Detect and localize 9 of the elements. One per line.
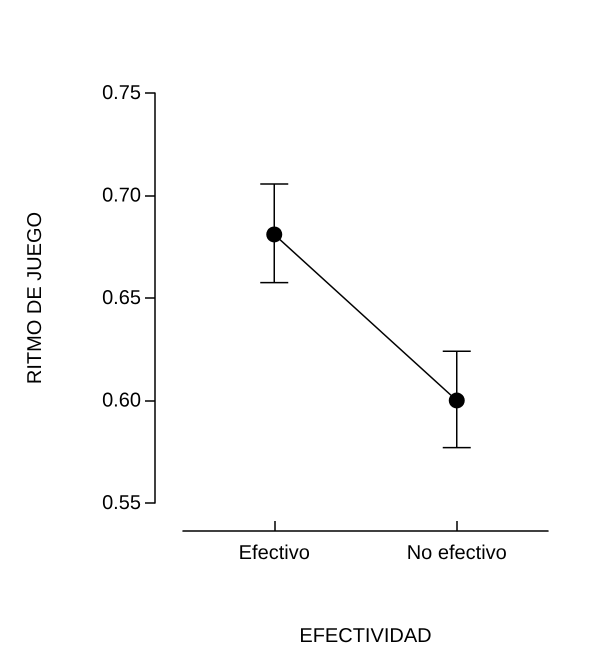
y-axis-title: RITMO DE JUEGO: [24, 212, 46, 384]
y-tick-label: 0.70: [102, 184, 141, 206]
y-tick-label: 0.60: [102, 390, 141, 412]
x-tick-label: No efectivo: [406, 542, 507, 564]
y-tick-label: 0.75: [102, 82, 141, 104]
y-tick-label: 0.55: [102, 492, 141, 514]
x-tick-label: Efectivo: [238, 542, 310, 564]
x-axis-title: EFECTIVIDAD: [299, 625, 432, 647]
y-tick-label: 0.65: [102, 287, 141, 309]
